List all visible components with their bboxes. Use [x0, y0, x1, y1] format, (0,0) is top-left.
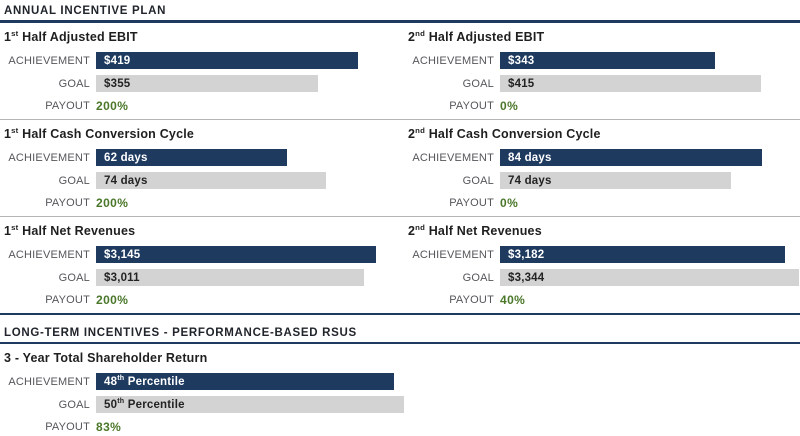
goal-label: GOAL — [462, 174, 494, 187]
achievement-value: $3,182 — [508, 248, 545, 261]
achievement-row: ACHIEVEMENT $3,182 — [404, 246, 800, 263]
payout-label: PAYOUT — [45, 294, 90, 306]
payout-row: PAYOUT 200% — [0, 195, 404, 211]
goal-value: $3,011 — [104, 271, 140, 284]
payout-row: PAYOUT 200% — [0, 292, 404, 308]
empty-cell — [404, 347, 800, 435]
metric-block-1h-adjusted-ebit: 1st Half Adjusted EBIT ACHIEVEMENT $419 … — [0, 26, 404, 114]
payout-row: PAYOUT 40% — [404, 292, 800, 308]
achievement-label: ACHIEVEMENT — [412, 151, 494, 164]
payout-value: 200% — [96, 99, 129, 113]
metric-title: 2nd Half Cash Conversion Cycle — [408, 125, 601, 141]
achievement-value: 84 days — [508, 151, 552, 164]
goal-bar: $415 — [500, 75, 761, 92]
achievement-bar: $343 — [500, 52, 715, 69]
payout-row: PAYOUT 200% — [0, 98, 404, 114]
achievement-label: ACHIEVEMENT — [8, 54, 90, 67]
goal-value: $3,344 — [508, 271, 545, 284]
section-title-long-term-incentives: LONG-TERM INCENTIVES - PERFORMANCE-BASED… — [0, 322, 800, 344]
achievement-bar: 62 days — [96, 149, 287, 166]
payout-value: 200% — [96, 196, 129, 210]
goal-label: GOAL — [462, 77, 494, 90]
metric-block-1h-cash-conversion: 1st Half Cash Conversion Cycle ACHIEVEME… — [0, 123, 404, 211]
goal-bar: $3,011 — [96, 269, 364, 286]
payout-label: PAYOUT — [45, 100, 90, 112]
metric-block-2h-net-revenues: 2nd Half Net Revenues ACHIEVEMENT $3,182… — [404, 220, 800, 308]
payout-row: PAYOUT 83% — [0, 419, 404, 435]
payout-value: 40% — [500, 293, 526, 307]
metric-row-net-revenues: 1st Half Net Revenues ACHIEVEMENT $3,145… — [0, 217, 800, 315]
payout-label: PAYOUT — [449, 294, 494, 306]
goal-value: 50th Percentile — [104, 396, 185, 411]
goal-row: GOAL 74 days — [404, 172, 800, 189]
metric-title: 1st Half Adjusted EBIT — [4, 28, 138, 44]
goal-row: GOAL $3,344 — [404, 269, 800, 286]
goal-row: GOAL $355 — [0, 75, 404, 92]
goal-row: GOAL $3,011 — [0, 269, 404, 286]
achievement-bar: 48th Percentile — [96, 373, 394, 390]
goal-value: 74 days — [508, 174, 552, 187]
achievement-row: ACHIEVEMENT $419 — [0, 52, 404, 69]
metric-block-2h-cash-conversion: 2nd Half Cash Conversion Cycle ACHIEVEME… — [404, 123, 800, 211]
achievement-label: ACHIEVEMENT — [8, 248, 90, 261]
payout-label: PAYOUT — [449, 100, 494, 112]
metric-block-2h-adjusted-ebit: 2nd Half Adjusted EBIT ACHIEVEMENT $343 … — [404, 26, 800, 114]
achievement-value: 62 days — [104, 151, 148, 164]
goal-value: $415 — [508, 77, 535, 90]
payout-label: PAYOUT — [45, 197, 90, 209]
payout-row: PAYOUT 0% — [404, 98, 800, 114]
goal-value: $355 — [104, 77, 131, 90]
metric-title: 3 - Year Total Shareholder Return — [4, 351, 208, 365]
achievement-row: ACHIEVEMENT 84 days — [404, 149, 800, 166]
metric-title: 1st Half Net Revenues — [4, 222, 136, 238]
goal-bar: 74 days — [500, 172, 731, 189]
metric-title: 2nd Half Net Revenues — [408, 222, 542, 238]
goal-row: GOAL 50th Percentile — [0, 396, 404, 413]
metric-title: 2nd Half Adjusted EBIT — [408, 28, 545, 44]
achievement-label: ACHIEVEMENT — [412, 54, 494, 67]
achievement-row: ACHIEVEMENT $343 — [404, 52, 800, 69]
metric-row-cash-conversion-cycle: 1st Half Cash Conversion Cycle ACHIEVEME… — [0, 120, 800, 217]
achievement-label: ACHIEVEMENT — [8, 151, 90, 164]
goal-label: GOAL — [462, 271, 494, 284]
achievement-value: $343 — [508, 54, 535, 67]
achievement-bar: $3,182 — [500, 246, 785, 263]
goal-label: GOAL — [58, 398, 90, 411]
goal-label: GOAL — [58, 77, 90, 90]
goal-label: GOAL — [58, 271, 90, 284]
achievement-value: $419 — [104, 54, 131, 67]
payout-value: 200% — [96, 293, 129, 307]
metric-block-1h-net-revenues: 1st Half Net Revenues ACHIEVEMENT $3,145… — [0, 220, 404, 308]
payout-value: 83% — [96, 420, 122, 434]
metric-row-total-shareholder-return: 3 - Year Total Shareholder Return ACHIEV… — [0, 344, 800, 436]
payout-value: 0% — [500, 99, 519, 113]
achievement-row: ACHIEVEMENT 62 days — [0, 149, 404, 166]
metric-title: 1st Half Cash Conversion Cycle — [4, 125, 195, 141]
achievement-bar: 84 days — [500, 149, 762, 166]
goal-bar: $355 — [96, 75, 318, 92]
metric-row-adjusted-ebit: 1st Half Adjusted EBIT ACHIEVEMENT $419 … — [0, 23, 800, 120]
goal-value: 74 days — [104, 174, 148, 187]
achievement-row: ACHIEVEMENT $3,145 — [0, 246, 404, 263]
goal-bar: $3,344 — [500, 269, 799, 286]
goal-bar: 74 days — [96, 172, 326, 189]
metric-block-3yr-tsr: 3 - Year Total Shareholder Return ACHIEV… — [0, 347, 404, 435]
payout-label: PAYOUT — [449, 197, 494, 209]
achievement-bar: $419 — [96, 52, 358, 69]
goal-row: GOAL $415 — [404, 75, 800, 92]
goal-row: GOAL 74 days — [0, 172, 404, 189]
payout-row: PAYOUT 0% — [404, 195, 800, 211]
goal-label: GOAL — [58, 174, 90, 187]
achievement-bar: $3,145 — [96, 246, 376, 263]
achievement-label: ACHIEVEMENT — [8, 375, 90, 388]
achievement-label: ACHIEVEMENT — [412, 248, 494, 261]
payout-label: PAYOUT — [45, 421, 90, 433]
section-title-annual-incentive-plan: ANNUAL INCENTIVE PLAN — [0, 0, 800, 23]
achievement-row: ACHIEVEMENT 48th Percentile — [0, 373, 404, 390]
payout-value: 0% — [500, 196, 519, 210]
achievement-value: 48th Percentile — [104, 373, 185, 388]
achievement-value: $3,145 — [104, 248, 141, 261]
goal-bar: 50th Percentile — [96, 396, 404, 413]
